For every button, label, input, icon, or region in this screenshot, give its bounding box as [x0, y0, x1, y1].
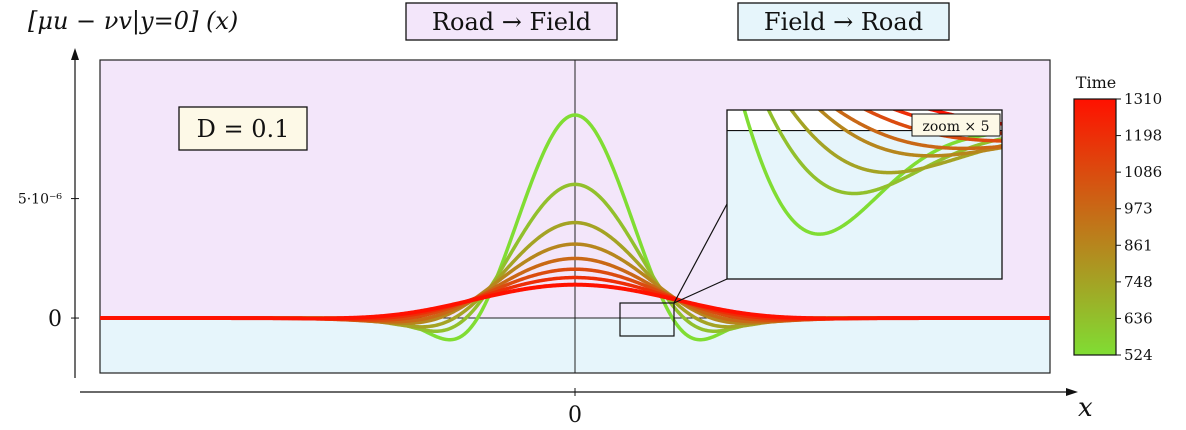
colorbar: [1073, 98, 1117, 356]
colorbar-tick-label: 1310: [1124, 90, 1162, 108]
colorbar-tick-label: 636: [1124, 309, 1153, 327]
inset-series-line-861: [817, 110, 1002, 158]
y-axis-arrow: [71, 48, 79, 60]
colorbar-tick-label: 1086: [1124, 163, 1162, 181]
inset-frame: [726, 109, 1003, 280]
zoom-connector-top: [673, 278, 728, 304]
x-tick-label: 0: [568, 403, 582, 428]
y-tick-label-zero: 0: [48, 307, 62, 332]
inset-label-box: [911, 113, 1001, 137]
colorbar-tick-label: 1198: [1124, 127, 1162, 145]
x-axis-arrow: [1066, 388, 1078, 396]
field-road-label: Field → Road: [764, 8, 923, 36]
y-tick-marks: [71, 198, 79, 319]
colorbar-ticks: 1310 1198 1086 973 861 748 636 524: [1116, 90, 1162, 364]
series-line-1310: [100, 282, 1050, 321]
curves: [100, 113, 1050, 342]
colorbar-title: Time: [1076, 73, 1116, 92]
inset-curves: [742, 110, 1002, 236]
d-annotation-box: [178, 106, 308, 151]
road-field-label-box: [405, 2, 618, 41]
inset-series-line-748: [789, 110, 1002, 175]
road-field-label: Road → Field: [432, 8, 591, 36]
colorbar-tick-label: 861: [1124, 236, 1153, 254]
inset-label: zoom × 5: [922, 119, 989, 135]
zoom-connector-bottom: [673, 203, 728, 304]
y-axis-label: [μu − νv|y=0] (x): [28, 7, 238, 36]
y-tick-label-five: 5·10⁻⁶: [18, 192, 63, 208]
inset-series-line-1086: [862, 110, 1002, 143]
colorbar-tick-label: 748: [1124, 273, 1153, 291]
colorbar-tick-label: 524: [1124, 346, 1153, 364]
x-axis-label: x: [1078, 393, 1093, 423]
field-road-label-box: [737, 2, 950, 41]
inset-series-line-973: [834, 110, 1002, 151]
colorbar-tick-label: 973: [1124, 200, 1153, 218]
zoom-source-box: [619, 302, 675, 337]
d-annotation: D = 0.1: [197, 115, 290, 143]
inset-series-line-524: [742, 110, 1002, 236]
